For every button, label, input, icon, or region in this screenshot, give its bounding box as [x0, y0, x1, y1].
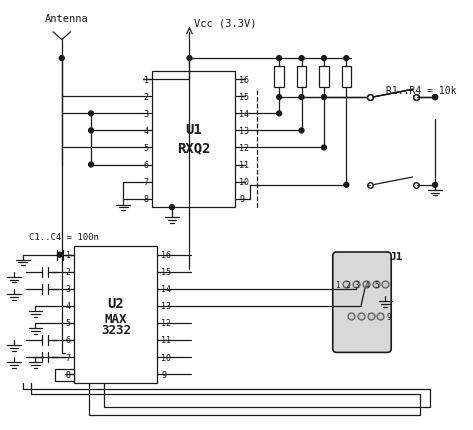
- Circle shape: [299, 56, 304, 61]
- Text: 2: 2: [143, 92, 149, 101]
- Text: 7: 7: [143, 178, 149, 187]
- Circle shape: [344, 183, 349, 188]
- Text: 9: 9: [387, 312, 392, 321]
- Text: 13: 13: [161, 302, 171, 310]
- Text: 1: 1: [66, 251, 70, 260]
- Circle shape: [88, 112, 94, 117]
- Text: 16: 16: [161, 251, 171, 260]
- Circle shape: [433, 95, 438, 100]
- Text: 10: 10: [239, 178, 249, 187]
- Text: Antenna: Antenna: [45, 14, 88, 24]
- Text: RXQ2: RXQ2: [177, 141, 210, 154]
- Circle shape: [299, 129, 304, 134]
- Text: 16: 16: [239, 76, 249, 85]
- Bar: [342, 67, 351, 88]
- Text: 10: 10: [161, 353, 171, 362]
- Bar: [297, 67, 307, 88]
- Text: 8: 8: [143, 195, 149, 204]
- Circle shape: [277, 95, 281, 100]
- Text: 6: 6: [143, 161, 149, 170]
- Circle shape: [322, 56, 326, 61]
- Circle shape: [187, 56, 192, 61]
- Text: 14: 14: [239, 110, 249, 119]
- FancyBboxPatch shape: [333, 252, 391, 353]
- Text: C1..C4 = 100n: C1..C4 = 100n: [29, 232, 98, 241]
- Text: 15: 15: [161, 267, 171, 276]
- Text: 3: 3: [66, 285, 70, 294]
- Text: 4: 4: [66, 302, 70, 310]
- Text: 11: 11: [161, 336, 171, 345]
- Text: 2: 2: [66, 267, 70, 276]
- Circle shape: [88, 163, 94, 168]
- Text: 5: 5: [66, 319, 70, 328]
- Text: 9: 9: [239, 195, 244, 204]
- Circle shape: [344, 56, 349, 61]
- Bar: [74, 246, 158, 383]
- Text: 4: 4: [143, 127, 149, 135]
- Circle shape: [433, 95, 438, 100]
- Text: 1: 1: [143, 76, 149, 85]
- Circle shape: [60, 56, 64, 61]
- Text: 5: 5: [143, 144, 149, 153]
- Text: 8: 8: [66, 370, 70, 379]
- Text: R1..R4 = 10k: R1..R4 = 10k: [386, 86, 457, 96]
- Text: 13: 13: [239, 127, 249, 135]
- Circle shape: [322, 146, 326, 150]
- Circle shape: [299, 95, 304, 100]
- Text: 11: 11: [239, 161, 249, 170]
- Circle shape: [169, 205, 175, 210]
- Text: 1: 1: [335, 280, 340, 289]
- Text: 3: 3: [355, 280, 359, 289]
- Text: 8: 8: [377, 312, 382, 321]
- Circle shape: [277, 112, 281, 117]
- Circle shape: [277, 56, 281, 61]
- Text: 2: 2: [345, 280, 350, 289]
- Text: 3: 3: [143, 110, 149, 119]
- Text: 6: 6: [358, 312, 362, 321]
- Text: 14: 14: [161, 285, 171, 294]
- Circle shape: [322, 95, 326, 100]
- Circle shape: [57, 253, 62, 258]
- Bar: [319, 67, 329, 88]
- Text: 6: 6: [66, 336, 70, 345]
- Bar: [274, 67, 284, 88]
- Text: 12: 12: [161, 319, 171, 328]
- Text: 7: 7: [66, 353, 70, 362]
- Text: 12: 12: [239, 144, 249, 153]
- Text: MAX: MAX: [105, 312, 127, 325]
- Text: J1: J1: [389, 251, 403, 261]
- Circle shape: [433, 183, 438, 188]
- Text: U1: U1: [185, 123, 202, 137]
- Bar: [152, 71, 235, 208]
- Text: 9: 9: [161, 370, 166, 379]
- Text: 4: 4: [365, 280, 369, 289]
- Circle shape: [433, 95, 438, 100]
- Text: 3232: 3232: [101, 324, 131, 337]
- Text: 5: 5: [374, 280, 379, 289]
- Text: 15: 15: [239, 92, 249, 101]
- Text: 7: 7: [368, 312, 372, 321]
- Text: Vcc (3.3V): Vcc (3.3V): [194, 18, 257, 28]
- Bar: [55, 369, 74, 381]
- Text: U2: U2: [107, 296, 124, 310]
- Circle shape: [88, 129, 94, 134]
